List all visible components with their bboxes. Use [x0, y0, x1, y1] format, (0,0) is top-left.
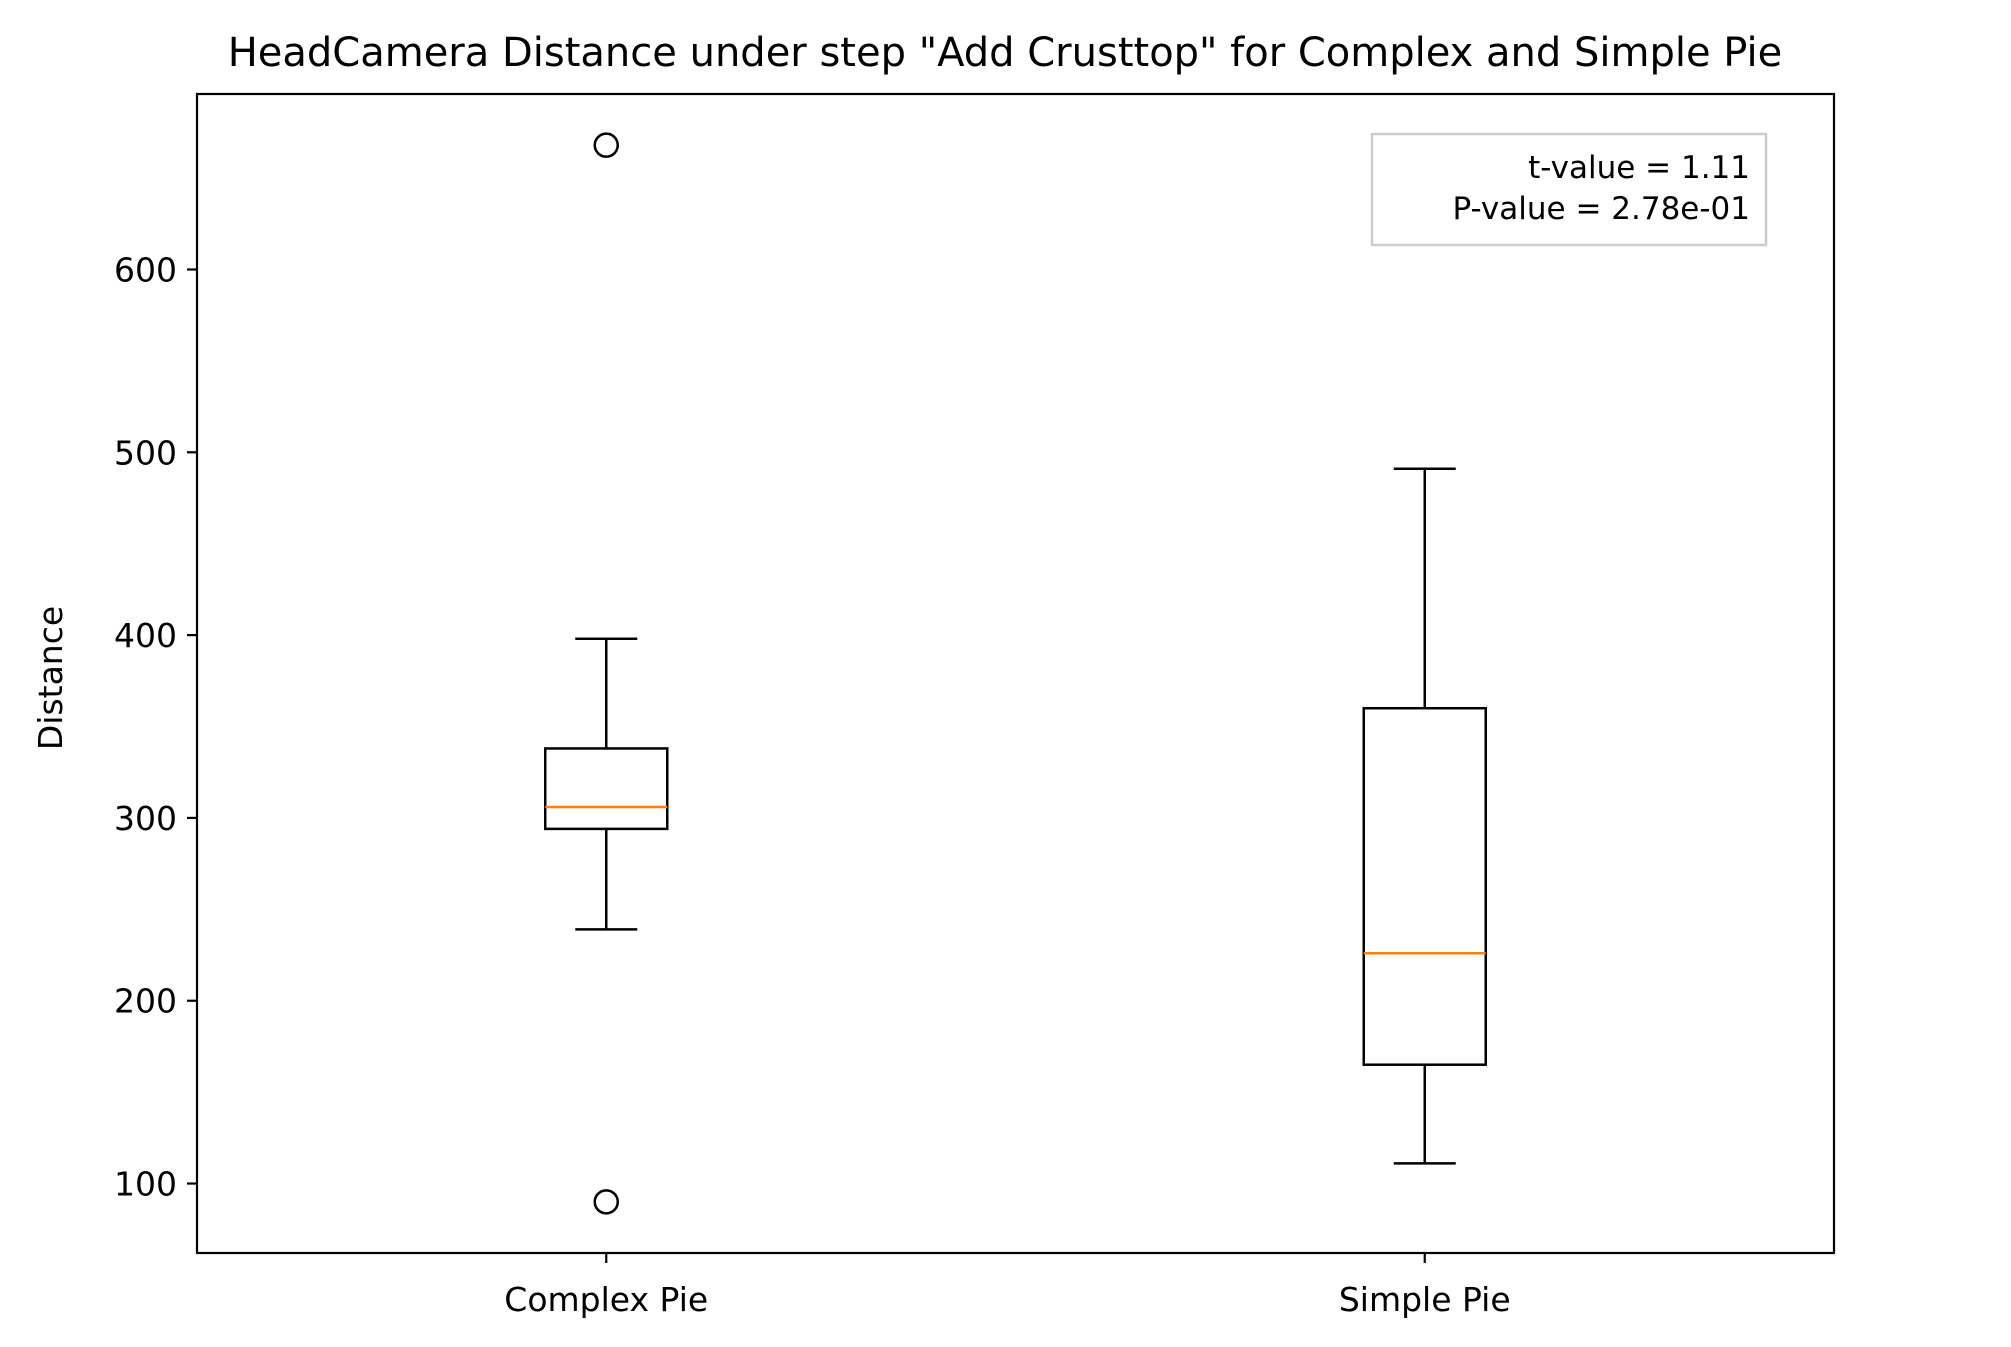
y-axis: 100 200 300 400 500 600 — [114, 250, 197, 1204]
annotation-p-value: P-value = 2.78e-01 — [1453, 191, 1750, 227]
outlier-point — [593, 1189, 619, 1215]
box-group — [544, 132, 669, 1215]
outlier-point — [593, 132, 619, 158]
y-tick-label: 300 — [114, 799, 177, 838]
box-iqr — [544, 747, 669, 831]
y-tick-label: 500 — [114, 433, 177, 472]
stats-annotation: t-value = 1.11 P-value = 2.78e-01 — [1370, 132, 1768, 247]
x-axis: Complex Pie Simple Pie — [504, 1253, 1511, 1319]
x-tick-label: Complex Pie — [504, 1280, 708, 1319]
annotation-box — [1370, 132, 1768, 247]
box-iqr — [1362, 706, 1487, 1066]
y-tick-label: 400 — [114, 616, 177, 655]
box-group — [1362, 467, 1487, 1165]
y-axis-label: Distance — [31, 606, 70, 750]
x-tick-label: Simple Pie — [1339, 1280, 1511, 1319]
y-tick-label: 200 — [114, 982, 177, 1021]
plot-area-frame — [195, 92, 1836, 1255]
y-tick-label: 100 — [114, 1165, 177, 1204]
chart-title: HeadCamera Distance under step "Add Crus… — [228, 30, 1783, 76]
annotation-t-value: t-value = 1.11 — [1528, 150, 1750, 186]
y-tick-label: 600 — [114, 250, 177, 289]
box-series — [544, 132, 1487, 1215]
